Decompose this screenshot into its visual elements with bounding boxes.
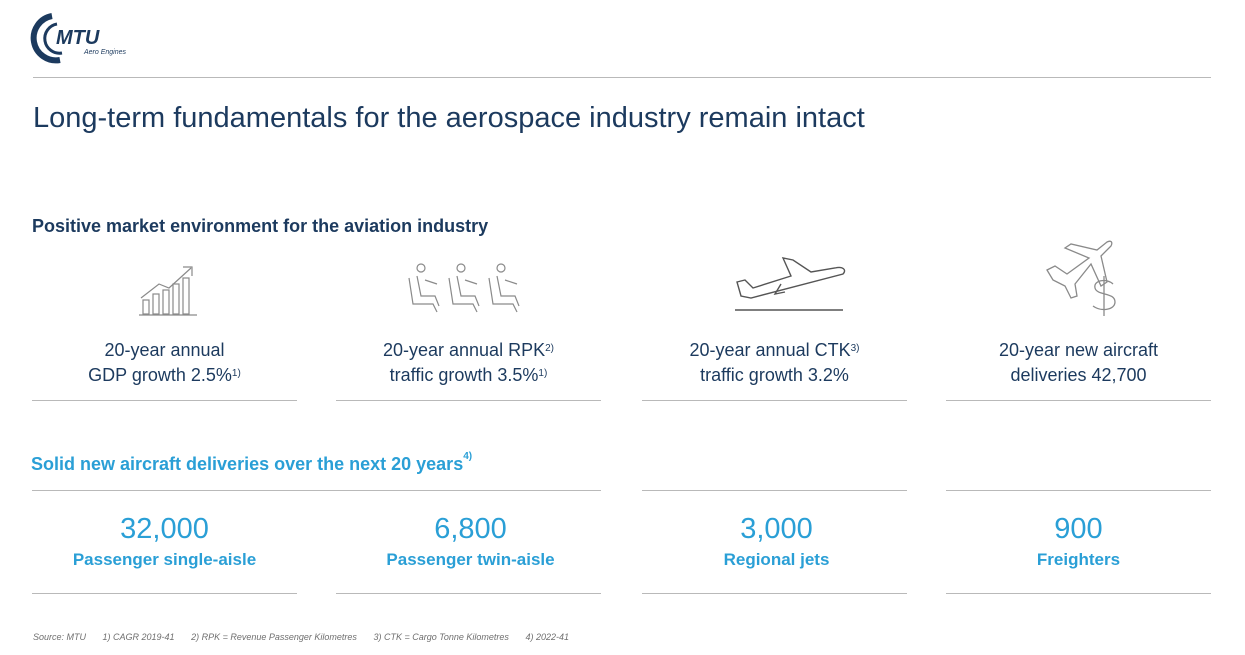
footnotes: Source: MTU 1) CAGR 2019-41 2) RPK = Rev… xyxy=(33,632,583,642)
chart-growth-icon xyxy=(137,262,199,323)
kpi-ctk: 20-year annual CTK3) traffic growth 3.2% xyxy=(642,338,907,388)
footnote-3: 3) CTK = Cargo Tonne Kilometres xyxy=(373,632,509,642)
kpi-line1: 20-year annual RPK xyxy=(382,340,546,360)
delivery-rule-bottom xyxy=(946,593,1211,594)
airplane-dollar-icon xyxy=(1045,240,1121,325)
airplane-takeoff-icon xyxy=(731,254,849,319)
kpi-line2: traffic growth 3.2% xyxy=(700,365,849,385)
delivery-rule-bottom xyxy=(336,593,601,594)
kpi-rule xyxy=(642,400,907,401)
delivery-value-freighters: 900 xyxy=(1054,513,1103,545)
kpi-line1: 20-year new aircraft xyxy=(998,340,1159,360)
section-heading-market: Positive market environment for the avia… xyxy=(32,216,489,236)
section-heading-deliveries: Solid new aircraft deliveries over the n… xyxy=(31,451,473,475)
delivery-rule-top xyxy=(32,490,601,491)
svg-text:Aero Engines: Aero Engines xyxy=(83,49,127,56)
delivery-value-single-aisle: 32,000 xyxy=(120,513,209,545)
delivery-rule-bottom xyxy=(32,593,297,594)
kpi-line2: deliveries 42,700 xyxy=(1010,365,1147,385)
section-heading-text: Solid new aircraft deliveries over the n… xyxy=(31,454,464,474)
footnote-2: 2) RPK = Revenue Passenger Kilometres xyxy=(191,632,357,642)
footnote-ref: 3) xyxy=(850,343,860,354)
top-rule xyxy=(33,77,1211,78)
footnote-source: Source: MTU xyxy=(33,632,87,642)
kpi-gdp: 20-year annual GDP growth 2.5%1) xyxy=(32,338,297,388)
delivery-label-twin-aisle: Passenger twin-aisle xyxy=(386,550,555,569)
mtu-logo: MTU Aero Engines xyxy=(30,10,150,66)
delivery-label-regional: Regional jets xyxy=(723,550,830,569)
kpi-deliveries: 20-year new aircraft deliveries 42,700 xyxy=(946,338,1211,388)
footnote-ref: 2) xyxy=(545,343,554,354)
delivery-value-twin-aisle: 6,800 xyxy=(434,513,507,545)
footnote-ref: 1) xyxy=(538,368,548,379)
kpi-rule xyxy=(946,400,1211,401)
kpi-line1: 20-year annual xyxy=(104,340,225,360)
delivery-rule-top xyxy=(946,490,1211,491)
delivery-rule-top xyxy=(642,490,907,491)
delivery-label-freighters: Freighters xyxy=(1036,550,1121,569)
delivery-value-regional: 3,000 xyxy=(740,513,813,545)
delivery-label-single-aisle: Passenger single-aisle xyxy=(72,550,257,569)
kpi-rule xyxy=(32,400,297,401)
footnote-1: 1) CAGR 2019-41 xyxy=(102,632,175,642)
footnote-ref: 4) xyxy=(463,451,473,462)
kpi-rpk: 20-year annual RPK2) traffic growth 3.5%… xyxy=(336,338,601,388)
delivery-rule-bottom xyxy=(642,593,907,594)
footnote-4: 4) 2022-41 xyxy=(525,632,569,642)
passenger-seats-icon xyxy=(403,260,533,321)
footnote-ref: 1) xyxy=(231,368,241,379)
page-title: Long-term fundamentals for the aerospace… xyxy=(33,102,865,134)
svg-text:MTU: MTU xyxy=(56,27,100,49)
kpi-rule xyxy=(336,400,601,401)
kpi-line2: GDP growth 2.5% xyxy=(88,365,232,385)
kpi-line2: traffic growth 3.5% xyxy=(389,365,539,385)
kpi-line1: 20-year annual CTK xyxy=(689,340,851,360)
